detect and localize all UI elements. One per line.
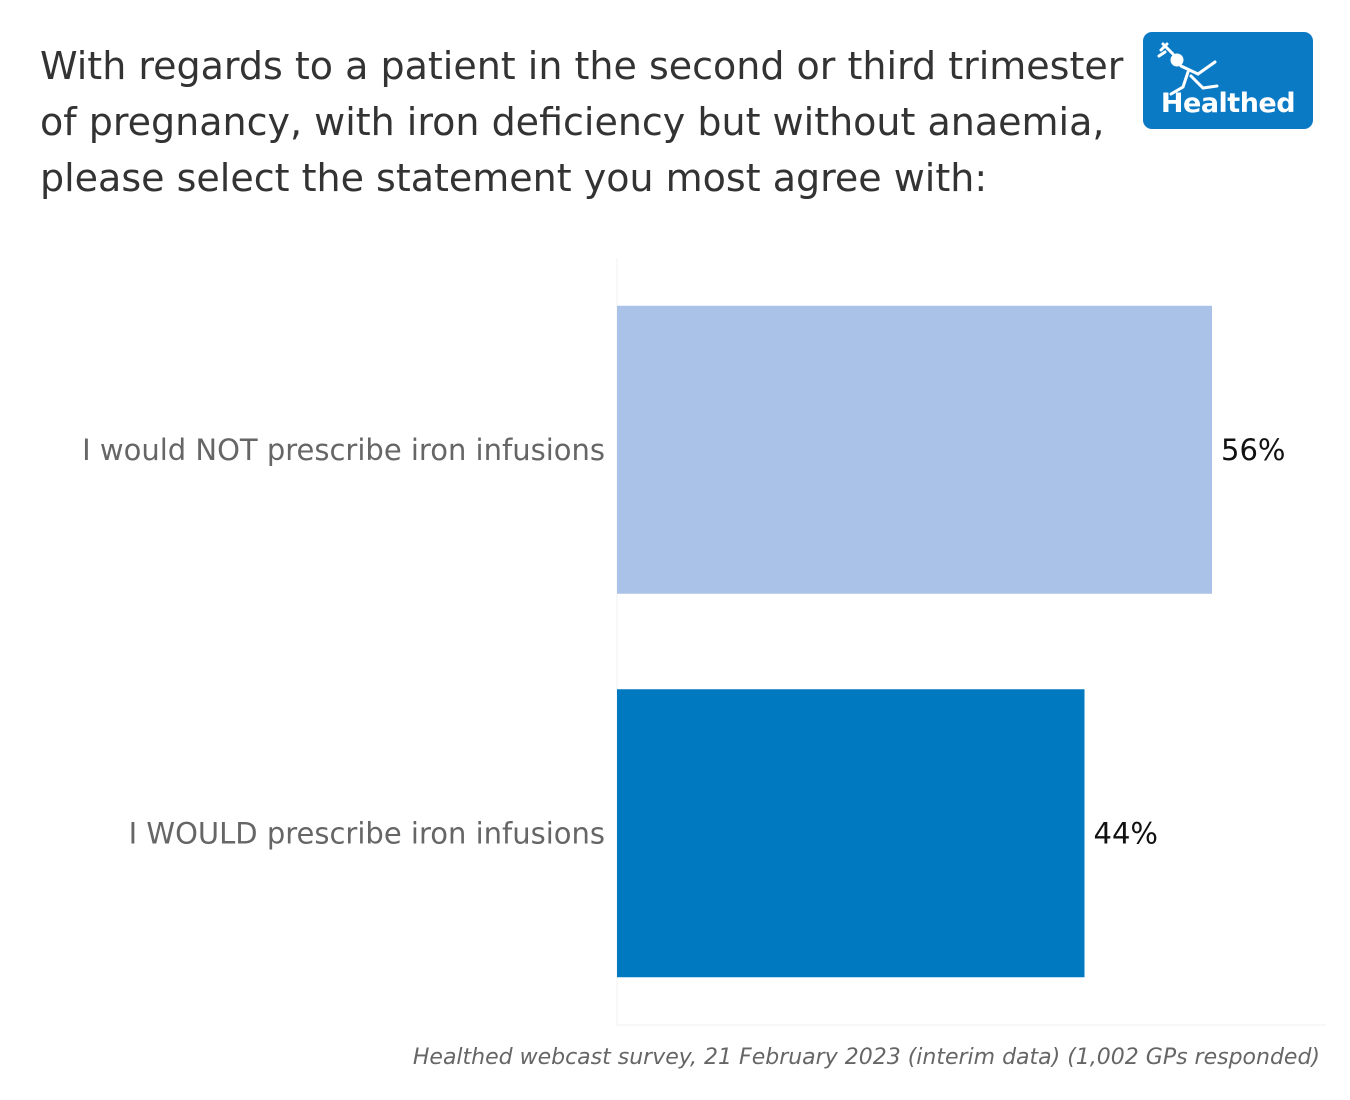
category-label-0: I would NOT prescribe iron infusions (82, 433, 605, 467)
bar-0 (617, 305, 1212, 594)
healthed-logo: Healthed (1143, 32, 1313, 129)
logo-text: Healthed (1160, 88, 1296, 119)
value-label-1: 44% (1094, 816, 1158, 850)
source-note: Healthed webcast survey, 21 February 202… (412, 1045, 1320, 1070)
value-label-0: 56% (1221, 433, 1285, 467)
chart-title: With regards to a patient in the second … (40, 44, 1124, 200)
bar-1 (617, 689, 1085, 978)
hermes-figure-icon (1157, 42, 1219, 96)
category-label-1: I WOULD prescribe iron infusions (129, 816, 605, 850)
